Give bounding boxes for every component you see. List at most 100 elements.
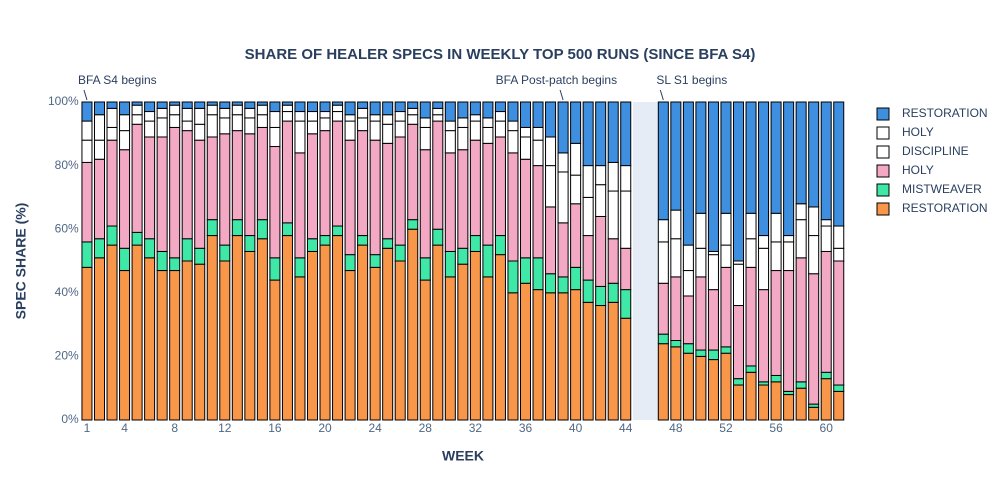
bar-segment [194, 263, 206, 421]
bar-segment [657, 219, 669, 243]
bar-segment [131, 101, 143, 106]
bar-segment [670, 209, 682, 240]
x-tick-label: 44 [619, 421, 633, 435]
bar-segment [294, 101, 306, 113]
bar-segment [169, 101, 181, 106]
bar-segment [532, 139, 544, 167]
bar-segment [745, 371, 757, 421]
bar-segment [357, 101, 369, 109]
bar-segment [494, 136, 506, 237]
bar-segment [294, 111, 306, 122]
legend-swatch [876, 107, 890, 121]
bar-segment [131, 244, 143, 421]
bar-segment [545, 165, 557, 208]
y-tick-label: 40% [55, 285, 79, 299]
bar-segment [695, 355, 707, 421]
bar-segment [432, 114, 444, 122]
bar-segment [231, 114, 243, 132]
bar-segment [494, 101, 506, 113]
bar-segment [783, 394, 795, 421]
bar-segment [394, 111, 406, 122]
bar-segment [256, 126, 268, 221]
bar-segment [244, 117, 256, 135]
bar-segment [206, 104, 218, 116]
bar-segment [194, 107, 206, 125]
bar-segment [795, 101, 807, 205]
bar-segment [144, 257, 156, 421]
bar-segment [194, 139, 206, 249]
bar-segment [783, 235, 795, 243]
bar-segment [720, 346, 732, 354]
bar-segment [808, 235, 820, 275]
bar-segment [745, 238, 757, 268]
x-tick-label: 16 [268, 421, 282, 435]
legend-label: DISCIPLINE [902, 144, 969, 158]
bar-segment [81, 241, 93, 268]
bar-segment [620, 289, 632, 319]
legend-swatch [876, 183, 890, 197]
bar-segment [219, 133, 231, 246]
bar-segment [244, 107, 256, 119]
bar-segment [519, 101, 532, 128]
bar-segment [770, 381, 782, 421]
bar-segment [93, 114, 106, 141]
y-tick-label: 100% [48, 94, 79, 108]
bar-segment [582, 301, 594, 421]
bar-segment [106, 101, 118, 109]
bar-segment [382, 238, 394, 249]
bar-segment [607, 190, 619, 240]
bar-segment [369, 114, 381, 122]
bar-segment [545, 136, 557, 167]
bar-segment [231, 235, 243, 421]
bar-segment [657, 282, 669, 335]
bar-segment [382, 123, 394, 144]
bar-segment [707, 101, 719, 252]
y-axis-title: SPEC SHARE (%) [13, 203, 29, 320]
bar-segment [407, 228, 419, 421]
bar-segment [570, 101, 582, 144]
bar-segment [206, 219, 218, 237]
bar-segment [332, 225, 344, 237]
bar-segment [820, 101, 832, 221]
bar-segment [545, 101, 557, 138]
bar-segment [407, 107, 419, 116]
bar-segment [758, 289, 770, 383]
bar-segment [156, 136, 168, 252]
bar-segment [332, 120, 344, 227]
bar-segment [732, 101, 745, 262]
bar-segment [169, 126, 181, 259]
bar-segment [545, 273, 557, 294]
bar-segment [344, 139, 356, 256]
bar-segment [394, 136, 406, 246]
bar-segment [119, 101, 131, 116]
bar-segment [432, 228, 444, 246]
bar-segment [720, 266, 732, 348]
bar-segment [156, 107, 168, 119]
bar-segment [319, 235, 331, 246]
bar-segment [131, 104, 143, 116]
bar-segment [457, 117, 469, 128]
bar-segment [332, 104, 344, 113]
bar-segment [281, 235, 293, 421]
x-tick-label: 52 [719, 421, 733, 435]
bar-segment [306, 133, 319, 240]
bar-segment [682, 244, 694, 272]
bar-segment [469, 235, 481, 252]
bar-segment [745, 101, 757, 214]
bar-segment [81, 139, 93, 163]
bar-segment [394, 101, 406, 113]
bar-segment [131, 123, 143, 233]
bar-segment [281, 222, 293, 237]
bar-segment [144, 136, 156, 240]
bar-segment [432, 120, 444, 230]
bar-segment [106, 225, 118, 246]
bar-segment [808, 273, 820, 405]
bar-segment [595, 101, 607, 167]
bar-segment [432, 101, 444, 109]
bar-segment [795, 381, 807, 389]
bar-segment [119, 130, 131, 151]
bar-segment [319, 111, 331, 119]
annotation-arrow [559, 89, 564, 101]
bar-segment [795, 219, 807, 259]
bar-segment [306, 238, 319, 252]
